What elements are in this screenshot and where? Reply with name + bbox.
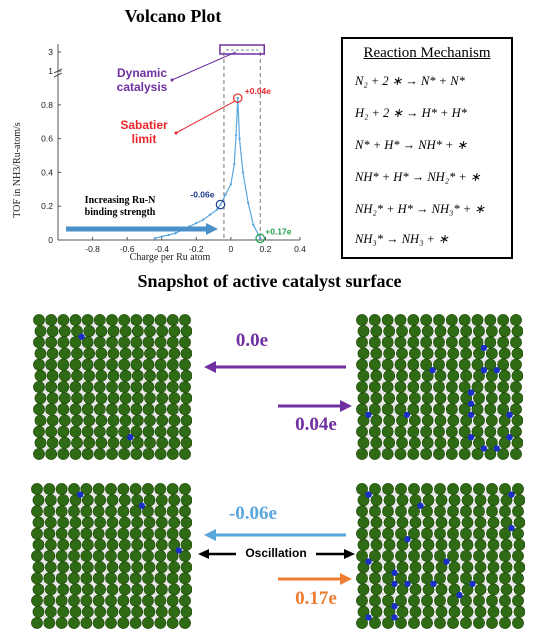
- oscillation-arrows: [198, 549, 355, 559]
- mechanism-step: NH₂* + H* → NH₃* + ∗: [355, 202, 485, 216]
- x-tick-label: -0.8: [85, 244, 100, 254]
- volcano-data-point: [233, 162, 236, 166]
- y-tick-label: 0: [48, 235, 53, 245]
- highlight-label: +0.17e: [265, 226, 292, 236]
- volcano-data-point: [236, 96, 239, 100]
- arrow-left-icon: [204, 361, 346, 373]
- volcano-data-point: [153, 237, 156, 240]
- arrow-right-icon: [278, 400, 352, 412]
- volcano-data-point: [219, 203, 222, 206]
- volcano-data-point: [167, 233, 170, 237]
- highlight-label: -0.06e: [190, 190, 214, 200]
- volcano-data-point: [195, 221, 198, 225]
- x-tick-label: -0.4: [154, 244, 169, 254]
- reaction-mechanism-box: Reaction Mechanism N₂ + 2 ∗ → N* + N* H₂…: [341, 37, 513, 259]
- dynamic-catalysis-label: Dynamic catalysis: [116, 66, 168, 94]
- highlight-circle: [232, 93, 243, 103]
- x-tick-label: 0.2: [260, 244, 272, 254]
- dynamic-leader-line: [171, 51, 237, 81]
- volcano-data-point: [252, 223, 255, 226]
- mechanism-step: NH₃* → NH₃ + ∗: [355, 232, 449, 246]
- highlight-circle: [215, 199, 226, 210]
- mechanism-title: Reaction Mechanism: [363, 45, 491, 61]
- arrow-left-icon: [204, 529, 346, 541]
- y-tick-label: 1: [48, 66, 53, 76]
- oscillation-label: Oscillation: [245, 546, 307, 560]
- volcano-data-point: [246, 201, 250, 205]
- surface-lattice: [31, 483, 192, 629]
- charge-label-minus006e: -0.06e: [228, 503, 277, 524]
- axis-break-mark: [53, 72, 63, 78]
- volcano-data-point: [238, 137, 241, 140]
- volcano-data-point: [259, 237, 262, 240]
- x-tick-label: 0: [228, 244, 233, 254]
- y-tick-label: 3: [48, 47, 53, 57]
- volcano-data-point: [174, 232, 177, 235]
- charge-label-004e: 0.04e: [295, 414, 337, 435]
- surface-lattice: [356, 483, 525, 629]
- x-tick-label: -0.2: [189, 244, 204, 254]
- surface-snapshot-minus006e: [31, 483, 192, 629]
- volcano-data-point: [215, 208, 219, 211]
- mechanism-step: N* + H* → NH* + ∗: [355, 138, 468, 152]
- sabatier-limit-label: Sabatier limit: [120, 118, 168, 146]
- surface-snapshot-004e: [356, 314, 523, 460]
- mechanism-step: NH* + H* → NH₂* + ∗: [355, 170, 481, 184]
- volcano-data-point: [224, 193, 227, 196]
- mechanism-step: N₂ + 2 ∗ → N* + N*: [355, 74, 465, 88]
- binding-strength-label: Increasing Ru-N binding strength: [84, 195, 156, 218]
- sabatier-leader-line: [175, 100, 236, 134]
- dynamic-catalysis-box: [219, 44, 265, 55]
- surface-lattice: [356, 314, 523, 460]
- highlight-label: +0.04e: [245, 86, 272, 96]
- x-tick-label: -0.6: [120, 244, 135, 254]
- dynamic-leader-dot: [170, 78, 174, 82]
- surface-snapshot-017e: [356, 483, 525, 629]
- volcano-data-point: [202, 218, 205, 221]
- arrow-right-icon: [278, 573, 352, 585]
- surface-snapshot-0e: [33, 314, 192, 460]
- highlight-circle: [255, 233, 266, 244]
- volcano-plot-title: Volcano Plot: [124, 6, 222, 26]
- volcano-chart: -0.8 -0.6 -0.4 -0.2 0 0.2 0.4 0 0.2 0.4 0.6 0.8 1 3 +0…: [12, 44, 306, 263]
- y-tick-label: 0.4: [41, 167, 53, 177]
- volcano-data-point: [234, 134, 238, 137]
- charge-label-0e: 0.0e: [235, 330, 269, 351]
- mechanism-step: H₂ + 2 ∗ → H* + H*: [355, 106, 467, 120]
- x-axis-label: Charge per Ru atom: [130, 252, 211, 263]
- snapshot-title: Snapshot of active catalyst surface: [137, 271, 402, 291]
- x-tick-label: 0.4: [294, 244, 306, 254]
- binding-strength-arrow-head: [206, 223, 218, 235]
- volcano-data-point: [229, 183, 233, 186]
- volcano-data-point: [208, 213, 212, 216]
- sabatier-leader-dot: [174, 131, 178, 135]
- charge-label-017e: 0.17e: [295, 588, 337, 609]
- volcano-data-point: [241, 171, 245, 174]
- surface-lattice: [33, 314, 192, 460]
- y-tick-label: 0.6: [41, 134, 53, 144]
- y-axis-label: TOF in NH3/Ru-atom/s: [12, 122, 23, 217]
- y-tick-label: 0.8: [41, 100, 53, 110]
- volcano-data-point: [160, 235, 163, 238]
- y-tick-label: 0.2: [41, 201, 53, 211]
